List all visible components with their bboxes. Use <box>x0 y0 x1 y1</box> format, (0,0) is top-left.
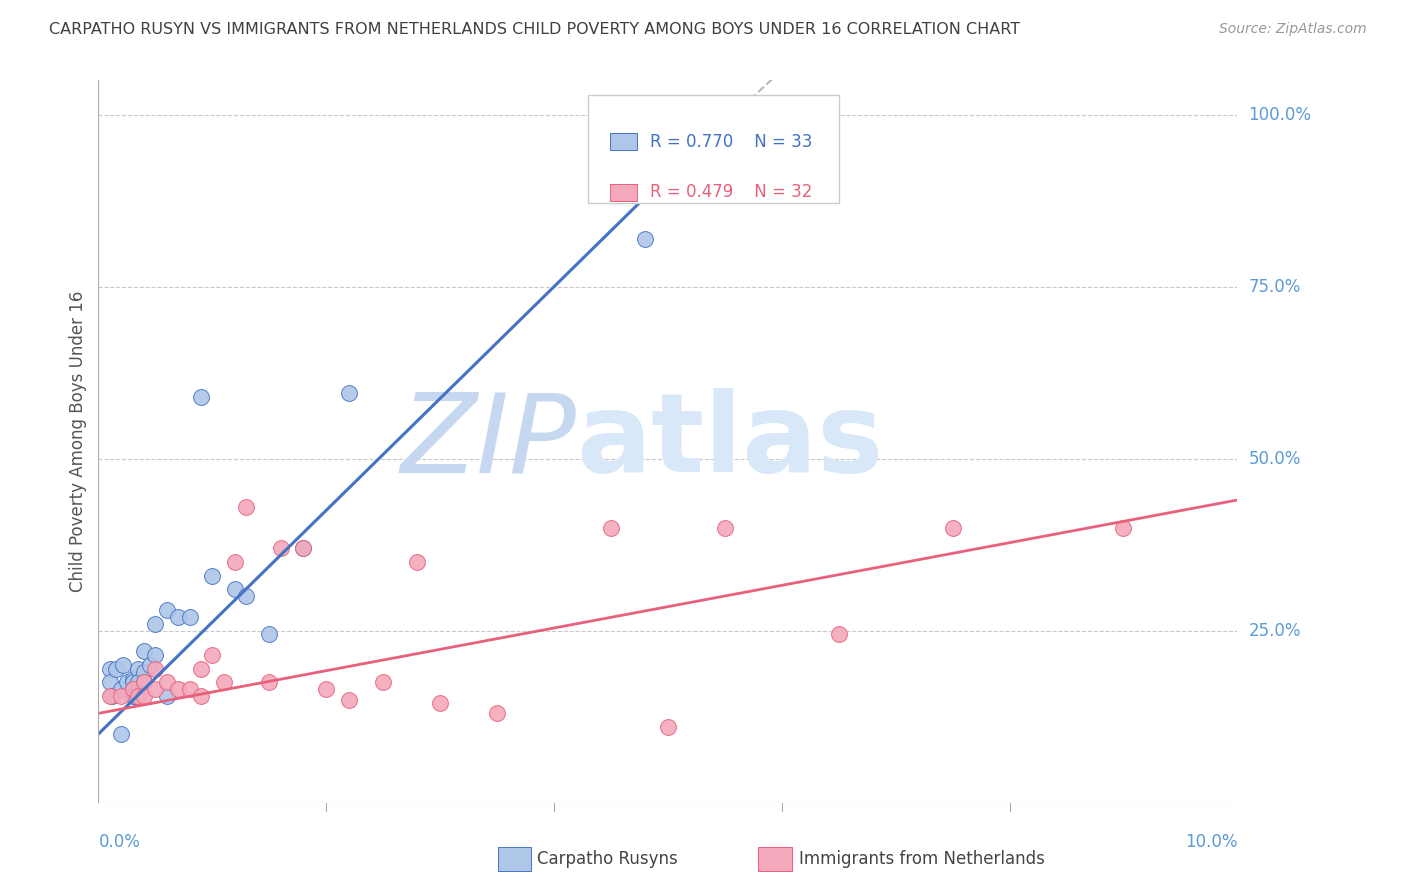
Point <box>132 644 155 658</box>
Point <box>98 675 121 690</box>
Point <box>110 682 132 697</box>
Point <box>127 689 149 703</box>
Point <box>190 689 212 703</box>
Point <box>212 675 235 690</box>
Point <box>224 555 246 569</box>
Point <box>145 682 167 697</box>
Point <box>201 568 224 582</box>
Point <box>714 520 737 534</box>
Point <box>828 627 851 641</box>
Point <box>124 689 146 703</box>
Text: 0.0%: 0.0% <box>98 833 141 851</box>
Text: CARPATHO RUSYN VS IMMIGRANTS FROM NETHERLANDS CHILD POVERTY AMONG BOYS UNDER 16 : CARPATHO RUSYN VS IMMIGRANTS FROM NETHER… <box>49 22 1021 37</box>
Text: 10.0%: 10.0% <box>1185 833 1237 851</box>
Point <box>132 665 155 679</box>
Point <box>112 658 135 673</box>
Point <box>156 675 179 690</box>
Point <box>98 689 121 703</box>
Point <box>270 541 292 556</box>
Point <box>259 675 281 690</box>
Point <box>132 675 155 690</box>
Point <box>224 582 246 597</box>
FancyBboxPatch shape <box>610 184 637 201</box>
Point <box>190 662 212 676</box>
FancyBboxPatch shape <box>588 95 839 203</box>
Point <box>121 682 143 697</box>
Point <box>1112 520 1135 534</box>
Point <box>600 520 623 534</box>
Point <box>235 590 257 604</box>
Point <box>373 675 395 690</box>
Text: 75.0%: 75.0% <box>1249 277 1301 296</box>
Point <box>145 662 167 676</box>
Point <box>121 689 143 703</box>
Point <box>235 500 257 514</box>
Point <box>942 520 965 534</box>
Text: ZIP: ZIP <box>401 388 576 495</box>
Point <box>156 689 179 703</box>
Point <box>121 675 143 690</box>
Point <box>156 603 179 617</box>
Point <box>657 720 679 734</box>
Text: Source: ZipAtlas.com: Source: ZipAtlas.com <box>1219 22 1367 37</box>
Point <box>190 390 212 404</box>
Text: 50.0%: 50.0% <box>1249 450 1301 467</box>
Point <box>167 610 190 624</box>
Point <box>145 616 167 631</box>
Point <box>292 541 315 556</box>
Point <box>145 648 167 662</box>
Text: Carpatho Rusyns: Carpatho Rusyns <box>537 850 678 868</box>
Point <box>121 682 143 697</box>
Point <box>201 648 224 662</box>
Point <box>104 662 127 676</box>
Text: Immigrants from Netherlands: Immigrants from Netherlands <box>799 850 1045 868</box>
Point <box>98 662 121 676</box>
Point <box>406 555 429 569</box>
Point <box>259 627 281 641</box>
Point <box>634 231 657 245</box>
Text: atlas: atlas <box>576 388 884 495</box>
Point <box>337 386 360 401</box>
Text: R = 0.770    N = 33: R = 0.770 N = 33 <box>650 133 813 151</box>
Point <box>429 696 451 710</box>
Point <box>179 610 201 624</box>
Point <box>132 675 155 690</box>
Point <box>132 689 155 703</box>
Text: 100.0%: 100.0% <box>1249 105 1312 124</box>
Point <box>167 682 190 697</box>
Point <box>486 706 509 721</box>
Y-axis label: Child Poverty Among Boys Under 16: Child Poverty Among Boys Under 16 <box>69 291 87 592</box>
Point <box>179 682 201 697</box>
Point <box>127 675 149 690</box>
Text: 25.0%: 25.0% <box>1249 622 1301 640</box>
Point <box>110 689 132 703</box>
Point <box>115 675 138 690</box>
Point <box>101 689 124 703</box>
Point <box>138 658 160 673</box>
Point <box>127 662 149 676</box>
Point <box>121 672 143 686</box>
Point <box>292 541 315 556</box>
Point <box>315 682 337 697</box>
Text: R = 0.479    N = 32: R = 0.479 N = 32 <box>650 183 813 202</box>
Point <box>110 727 132 741</box>
FancyBboxPatch shape <box>610 133 637 151</box>
Point <box>337 692 360 706</box>
